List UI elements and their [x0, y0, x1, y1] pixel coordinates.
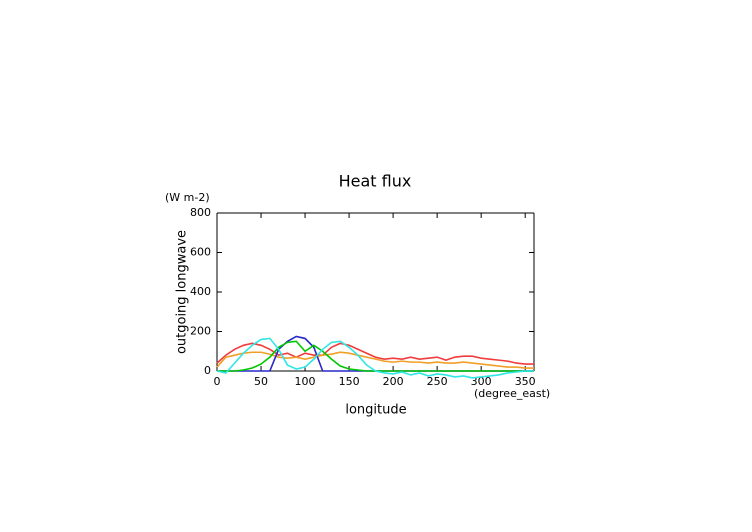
- y-unit: (W m-2): [165, 191, 210, 204]
- x-tick-label: 200: [383, 375, 404, 388]
- x-tick-label: 0: [214, 375, 221, 388]
- y-tick-label: 800: [190, 206, 211, 219]
- x-tick-label: 150: [339, 375, 360, 388]
- x-tick-label: 350: [515, 375, 536, 388]
- x-tick-label: 250: [427, 375, 448, 388]
- x-axis-label: longitude: [345, 403, 406, 418]
- series-line: [217, 340, 534, 372]
- x-unit: (degree_east): [474, 387, 550, 400]
- y-axis-label: outgoing longwave: [175, 230, 190, 354]
- y-tick-label: 0: [204, 364, 211, 377]
- x-tick-label: 50: [254, 375, 268, 388]
- series-line: [216, 337, 534, 379]
- y-tick-label: 200: [190, 325, 211, 338]
- y-tick-label: 600: [190, 246, 211, 259]
- x-tick-label: 100: [295, 375, 316, 388]
- y-tick-label: 400: [190, 285, 211, 298]
- chart-title: Heat flux: [339, 172, 412, 191]
- series-line: [216, 342, 534, 365]
- series-line: [216, 351, 534, 369]
